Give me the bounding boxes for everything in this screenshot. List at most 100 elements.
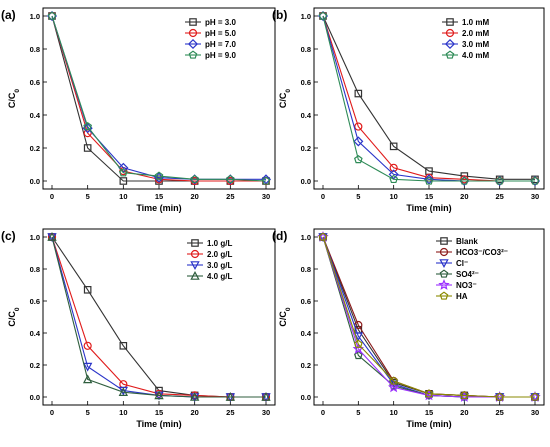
series-2	[47, 232, 271, 402]
data-point	[353, 136, 364, 147]
data-point	[318, 11, 328, 20]
y-tick-label: 0.0	[301, 177, 311, 186]
y-tick-label: 0.4	[301, 111, 312, 120]
series-line	[322, 15, 535, 180]
data-point	[83, 122, 92, 131]
legend-marker	[445, 28, 455, 38]
data-point	[118, 387, 129, 396]
series-1	[319, 233, 539, 401]
x-tick-label: 20	[460, 408, 468, 417]
y-tick-label: 0.0	[301, 393, 311, 402]
x-tick-label: 20	[460, 192, 468, 201]
data-point	[318, 232, 328, 241]
data-point	[119, 168, 128, 177]
series-3	[317, 10, 541, 187]
data-point	[354, 339, 363, 348]
x-tick-label: 10	[389, 192, 397, 201]
data-point	[119, 342, 128, 350]
series-line	[51, 236, 266, 398]
chart-panel-3: (c) 0 5 10 15 20 25 30 0.0 0.2 0.4 0.6 0.8 1.0 Time (m…	[1, 228, 276, 429]
series-line	[322, 236, 535, 398]
panel-label: (a)	[1, 8, 16, 22]
series-4	[47, 11, 271, 185]
x-tick-label: 5	[356, 192, 360, 201]
y-tick-label: 0.2	[30, 361, 40, 370]
x-tick-label: 30	[531, 192, 539, 201]
data-point	[495, 176, 504, 185]
x-tick-label: 20	[190, 192, 198, 201]
legend-marker	[190, 271, 200, 280]
y-tick-label: 1.0	[30, 233, 40, 242]
x-tick-label: 0	[321, 192, 325, 201]
x-tick-label: 30	[262, 408, 270, 417]
x-axis-title: Time (min)	[406, 419, 451, 429]
y-tick-label: 0.6	[301, 297, 311, 306]
x-axis-title: Time (min)	[136, 419, 181, 429]
y-tick-label: 0.0	[30, 393, 40, 402]
data-point	[424, 389, 434, 398]
data-point	[460, 176, 469, 185]
series-3	[46, 10, 272, 185]
legend-marker	[439, 259, 449, 268]
data-point	[190, 174, 199, 184]
legend-marker	[187, 38, 199, 50]
y-tick-label: 0.6	[30, 297, 40, 306]
legend-marker	[439, 269, 449, 278]
x-tick-label: 10	[389, 408, 397, 417]
legend-marker	[439, 291, 449, 300]
legend-marker	[189, 18, 197, 26]
x-tick-label: 25	[226, 192, 234, 201]
y-tick-label: 0.6	[30, 78, 40, 87]
x-tick-label: 0	[50, 408, 54, 417]
series-line	[322, 15, 535, 182]
legend-label: 1.0 mM	[462, 18, 489, 27]
x-tick-label: 30	[531, 408, 539, 417]
legend-label: 4.0 g/L	[207, 272, 232, 281]
data-point	[83, 144, 92, 152]
legend-label: 2.0 mM	[462, 29, 489, 38]
data-point	[354, 89, 363, 98]
series-line	[322, 15, 535, 182]
y-tick-label: 0.2	[30, 144, 40, 153]
data-point	[82, 362, 93, 372]
legend-marker	[191, 239, 199, 247]
y-tick-label: 1.0	[301, 12, 311, 21]
legend-label: 3.0 g/L	[207, 261, 232, 270]
data-point	[154, 171, 164, 180]
legend-label: NO3⁻	[456, 281, 477, 290]
legend: 1.0 mM 2.0 mM 3.0 mM 4.0 mM	[442, 18, 489, 60]
data-point	[82, 374, 93, 384]
series-line	[51, 236, 266, 398]
series-3	[47, 233, 271, 402]
data-point	[389, 163, 398, 172]
data-point	[154, 390, 164, 400]
y-tick-label: 0.8	[301, 265, 311, 274]
legend-marker	[190, 249, 200, 259]
y-tick-label: 0.4	[30, 329, 41, 338]
data-point	[354, 122, 363, 131]
legend-label: Cl⁻	[456, 259, 468, 268]
data-point	[225, 392, 236, 401]
series-line	[322, 15, 535, 182]
legend-label: pH = 7.0	[205, 40, 236, 49]
legend-label: 1.0 g/L	[207, 239, 232, 248]
y-tick-label: 0.8	[301, 45, 311, 54]
legend-label: HA	[456, 292, 468, 301]
data-point	[190, 176, 199, 186]
data-point	[389, 376, 398, 385]
x-tick-label: 20	[190, 408, 198, 417]
legend-label: 2.0 g/L	[207, 250, 232, 259]
data-point	[354, 155, 363, 164]
y-tick-label: 0.8	[30, 45, 40, 54]
panel-label: (d)	[272, 229, 287, 243]
data-point	[424, 176, 434, 185]
data-point	[226, 174, 235, 184]
legend-marker	[439, 247, 449, 257]
y-tick-label: 0.4	[30, 111, 41, 120]
data-point	[387, 381, 400, 393]
y-tick-label: 0.2	[301, 361, 311, 370]
series-4	[47, 232, 271, 401]
y-tick-label: 0.6	[301, 78, 311, 87]
data-point	[189, 392, 200, 401]
chart-panel-1: (a) 0 5 10 15 20 25 30 0.0 0.2 0.4 0.6 0.8 1.0 Time (m…	[1, 7, 276, 213]
